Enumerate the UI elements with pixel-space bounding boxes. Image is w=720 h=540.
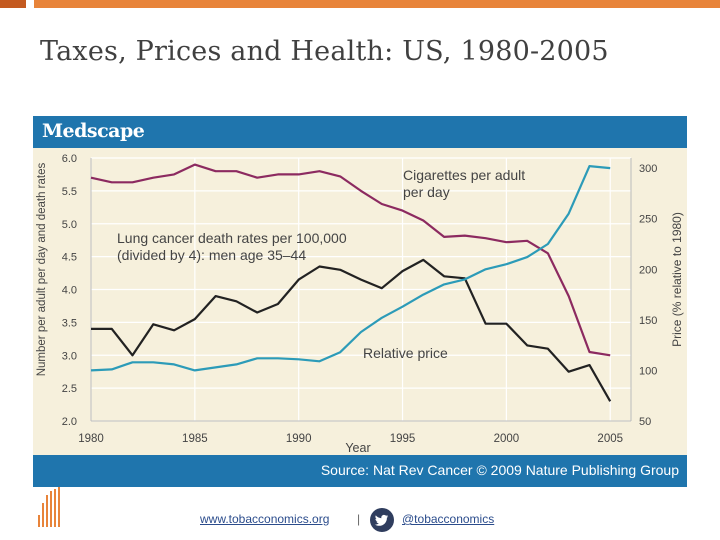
y-right-tick-label: 300 [639,163,657,175]
figure-header: Medscape [33,116,687,148]
medscape-logo: Medscape [42,120,145,142]
y-right-tick-label: 200 [639,264,657,276]
x-tick-label: 2005 [597,433,623,445]
y-left-tick-label: 5.0 [62,219,77,231]
series-line-2 [90,164,611,372]
x-tick-label: 1995 [390,433,416,445]
twitter-handle-link[interactable]: @tobacconomics [402,512,495,526]
x-tick-label: 1990 [286,433,312,445]
x-tick-label: 1985 [182,433,208,445]
figure-source: Source: Nat Rev Cancer © 2009 Nature Pub… [320,462,679,478]
y-left-tick-label: 4.0 [62,285,77,297]
y-right-tick-label: 50 [639,416,651,428]
y-axis-right-label: Price (% relative to 1980) [670,212,684,347]
x-axis-label: Year [345,441,370,455]
y-left-tick-label: 6.0 [62,153,77,165]
series-line-1 [91,258,612,402]
slide-title: Taxes, Prices and Health: US, 1980-2005 [40,36,609,67]
y-left-tick-label: 3.0 [62,350,77,362]
chart-figure: Medscape 2.0 2.5 3.0 3.5 4.0 4.5 5.0 5.5 6.0 50 10… [33,116,687,487]
x-tick-label: 1980 [78,433,104,445]
series-label-1: Lung cancer death rates per 100,000 (divi… [117,230,347,263]
series-label-0: Cigarettes per adult per day [403,167,525,200]
top-accent-bar [0,0,720,8]
y-left-tick-label: 2.5 [62,383,77,395]
series-label-2: Relative price [363,345,448,361]
y-right-tick-label: 250 [639,214,657,226]
y-right-tick-label: 150 [639,315,657,327]
series-line-0 [90,163,611,357]
footer-separator: | [357,512,361,526]
y-left-tick-label: 2.0 [62,416,77,428]
website-link[interactable]: www.tobacconomics.org [200,512,330,526]
y-left-tick-label: 5.5 [62,186,77,198]
line-chart: 2.0 2.5 3.0 3.5 4.0 4.5 5.0 5.5 6.0 50 100 150 200 25… [36,153,684,455]
x-tick-label: 2000 [494,433,520,445]
y-axis-left-label: Number per adult per day and death rates [36,162,48,376]
twitter-bird-icon[interactable] [370,508,394,532]
y-left-tick-label: 3.5 [62,317,77,329]
y-left-tick-label: 4.5 [62,252,77,264]
tobacconomics-logo [36,487,62,527]
y-right-tick-label: 100 [639,365,657,377]
figure-footer: Source: Nat Rev Cancer © 2009 Nature Pub… [33,455,687,487]
